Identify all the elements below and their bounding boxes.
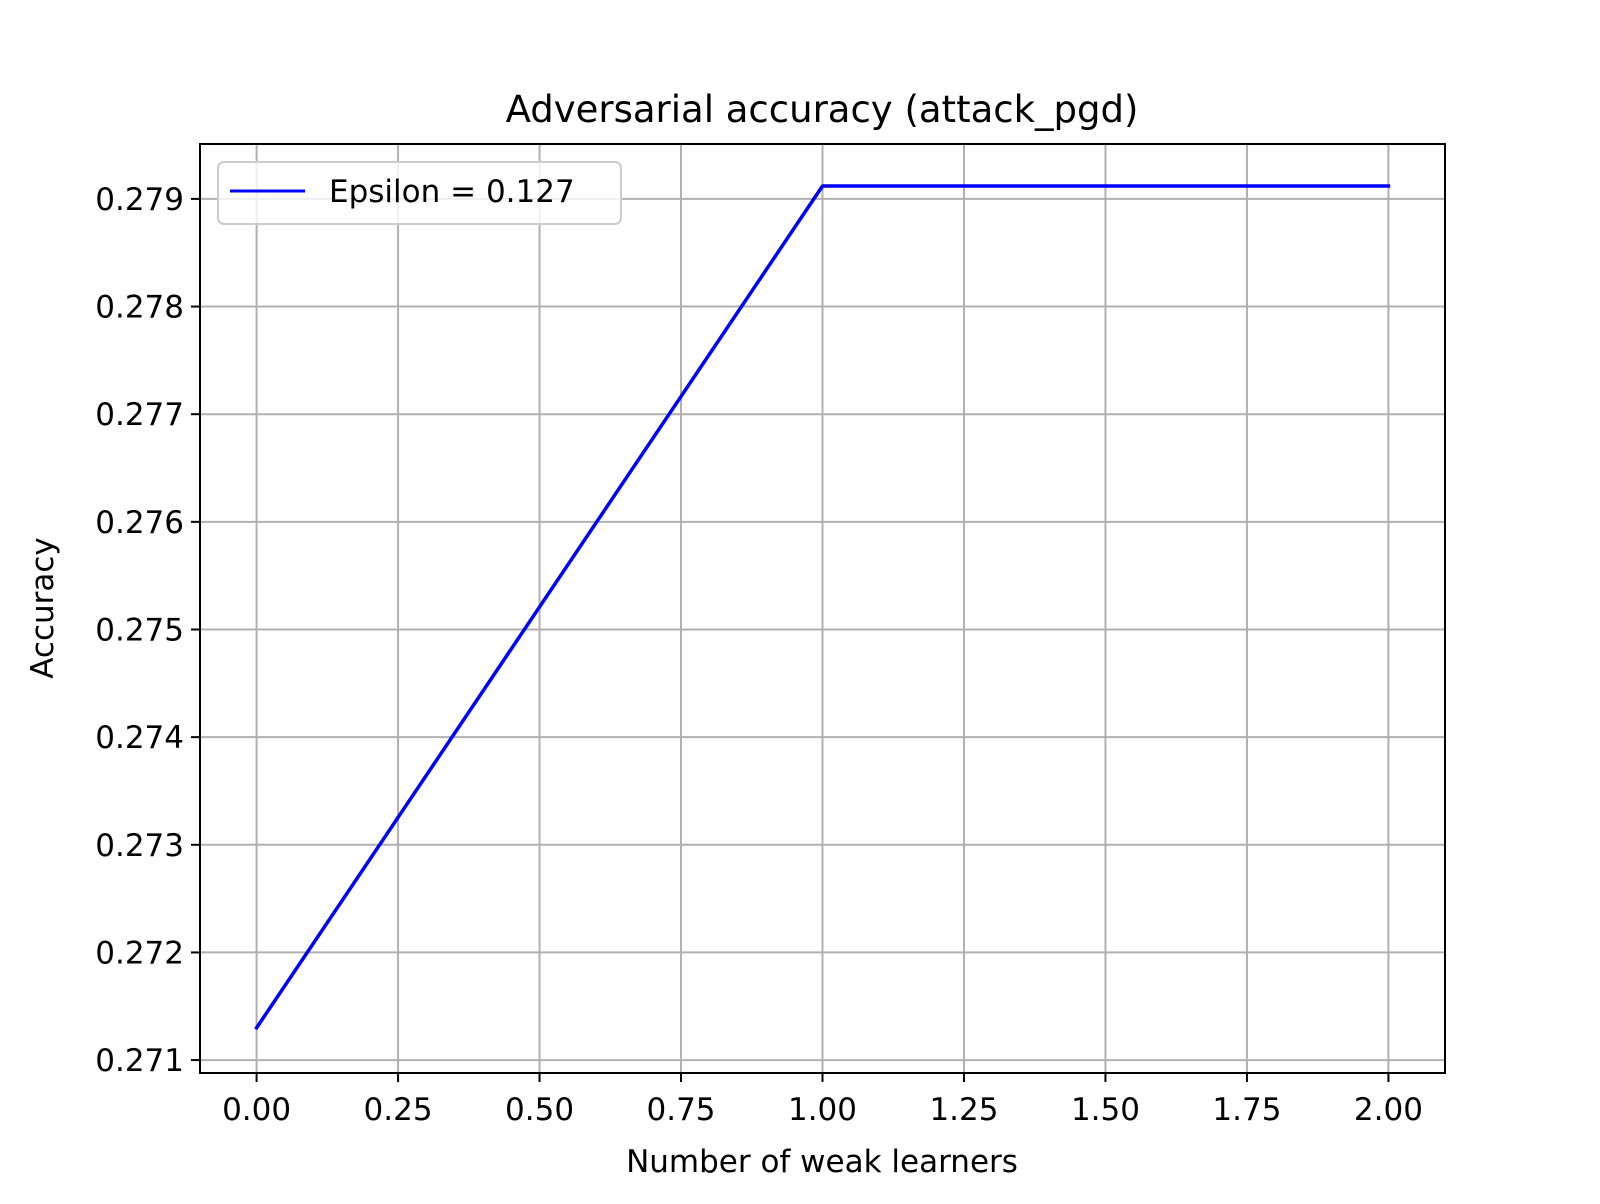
y-tick-label: 0.273 xyxy=(95,828,184,864)
series-line xyxy=(254,184,1391,1031)
x-tick-label: 1.25 xyxy=(929,1092,998,1128)
y-axis-label: Accuracy xyxy=(25,537,61,679)
x-tick-label: 1.00 xyxy=(788,1092,857,1128)
x-tick-label: 1.50 xyxy=(1071,1092,1140,1128)
x-tick-label: 1.75 xyxy=(1212,1092,1281,1128)
legend: Epsilon = 0.127 xyxy=(217,161,622,225)
x-tick-label: 0.25 xyxy=(364,1092,433,1128)
y-ticks: 0.271 0.272 0.273 0.274 0.275 0.276 0.277 0.278… xyxy=(95,182,200,1079)
x-axis-label: Number of weak learners xyxy=(626,1144,1018,1180)
x-tick-label: 2.00 xyxy=(1354,1092,1423,1128)
x-tick-label: 0.75 xyxy=(647,1092,716,1128)
legend-series-label: Epsilon = 0.127 xyxy=(329,174,575,210)
y-tick-label: 0.277 xyxy=(95,397,184,433)
y-tick-label: 0.276 xyxy=(95,505,184,541)
series-layer xyxy=(254,184,1391,1031)
legend-box xyxy=(217,161,622,225)
chart-title: Adversarial accuracy (attack_pgd) xyxy=(506,88,1139,131)
x-ticks: 0.00 0.25 0.50 0.75 1.00 1.25 1.50 1.75 2.00 xyxy=(222,1073,1423,1128)
y-tick-label: 0.272 xyxy=(95,935,184,971)
y-tick-label: 0.278 xyxy=(95,290,184,326)
y-tick-label: 0.275 xyxy=(95,612,184,648)
x-tick-label: 0.00 xyxy=(222,1092,291,1128)
y-tick-label: 0.279 xyxy=(95,182,184,218)
y-tick-label: 0.274 xyxy=(95,720,184,756)
y-tick-label: 0.271 xyxy=(95,1043,184,1079)
x-tick-label: 0.50 xyxy=(505,1092,574,1128)
grid-layer xyxy=(200,144,1445,1073)
